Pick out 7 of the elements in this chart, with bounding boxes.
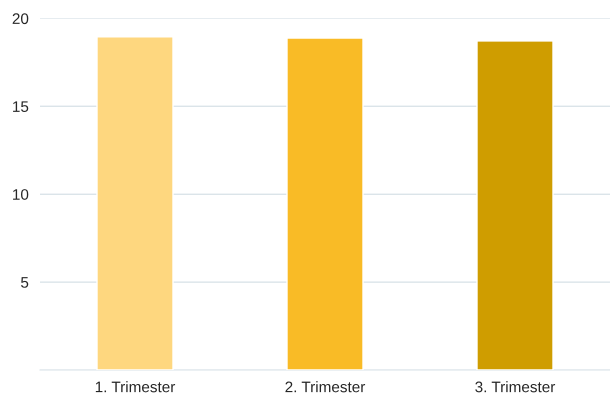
x-tick-label: 1. Trimester (96, 381, 176, 392)
x-tick-label: 3. Trimester (475, 381, 556, 392)
x-tick-label: 2. Trimester (285, 381, 366, 392)
y-tick-label: 15 (13, 101, 28, 112)
y-tick-label: 5 (21, 277, 28, 288)
y-tick-label: 10 (13, 189, 28, 200)
y-tick-label: 20 (12, 13, 28, 24)
